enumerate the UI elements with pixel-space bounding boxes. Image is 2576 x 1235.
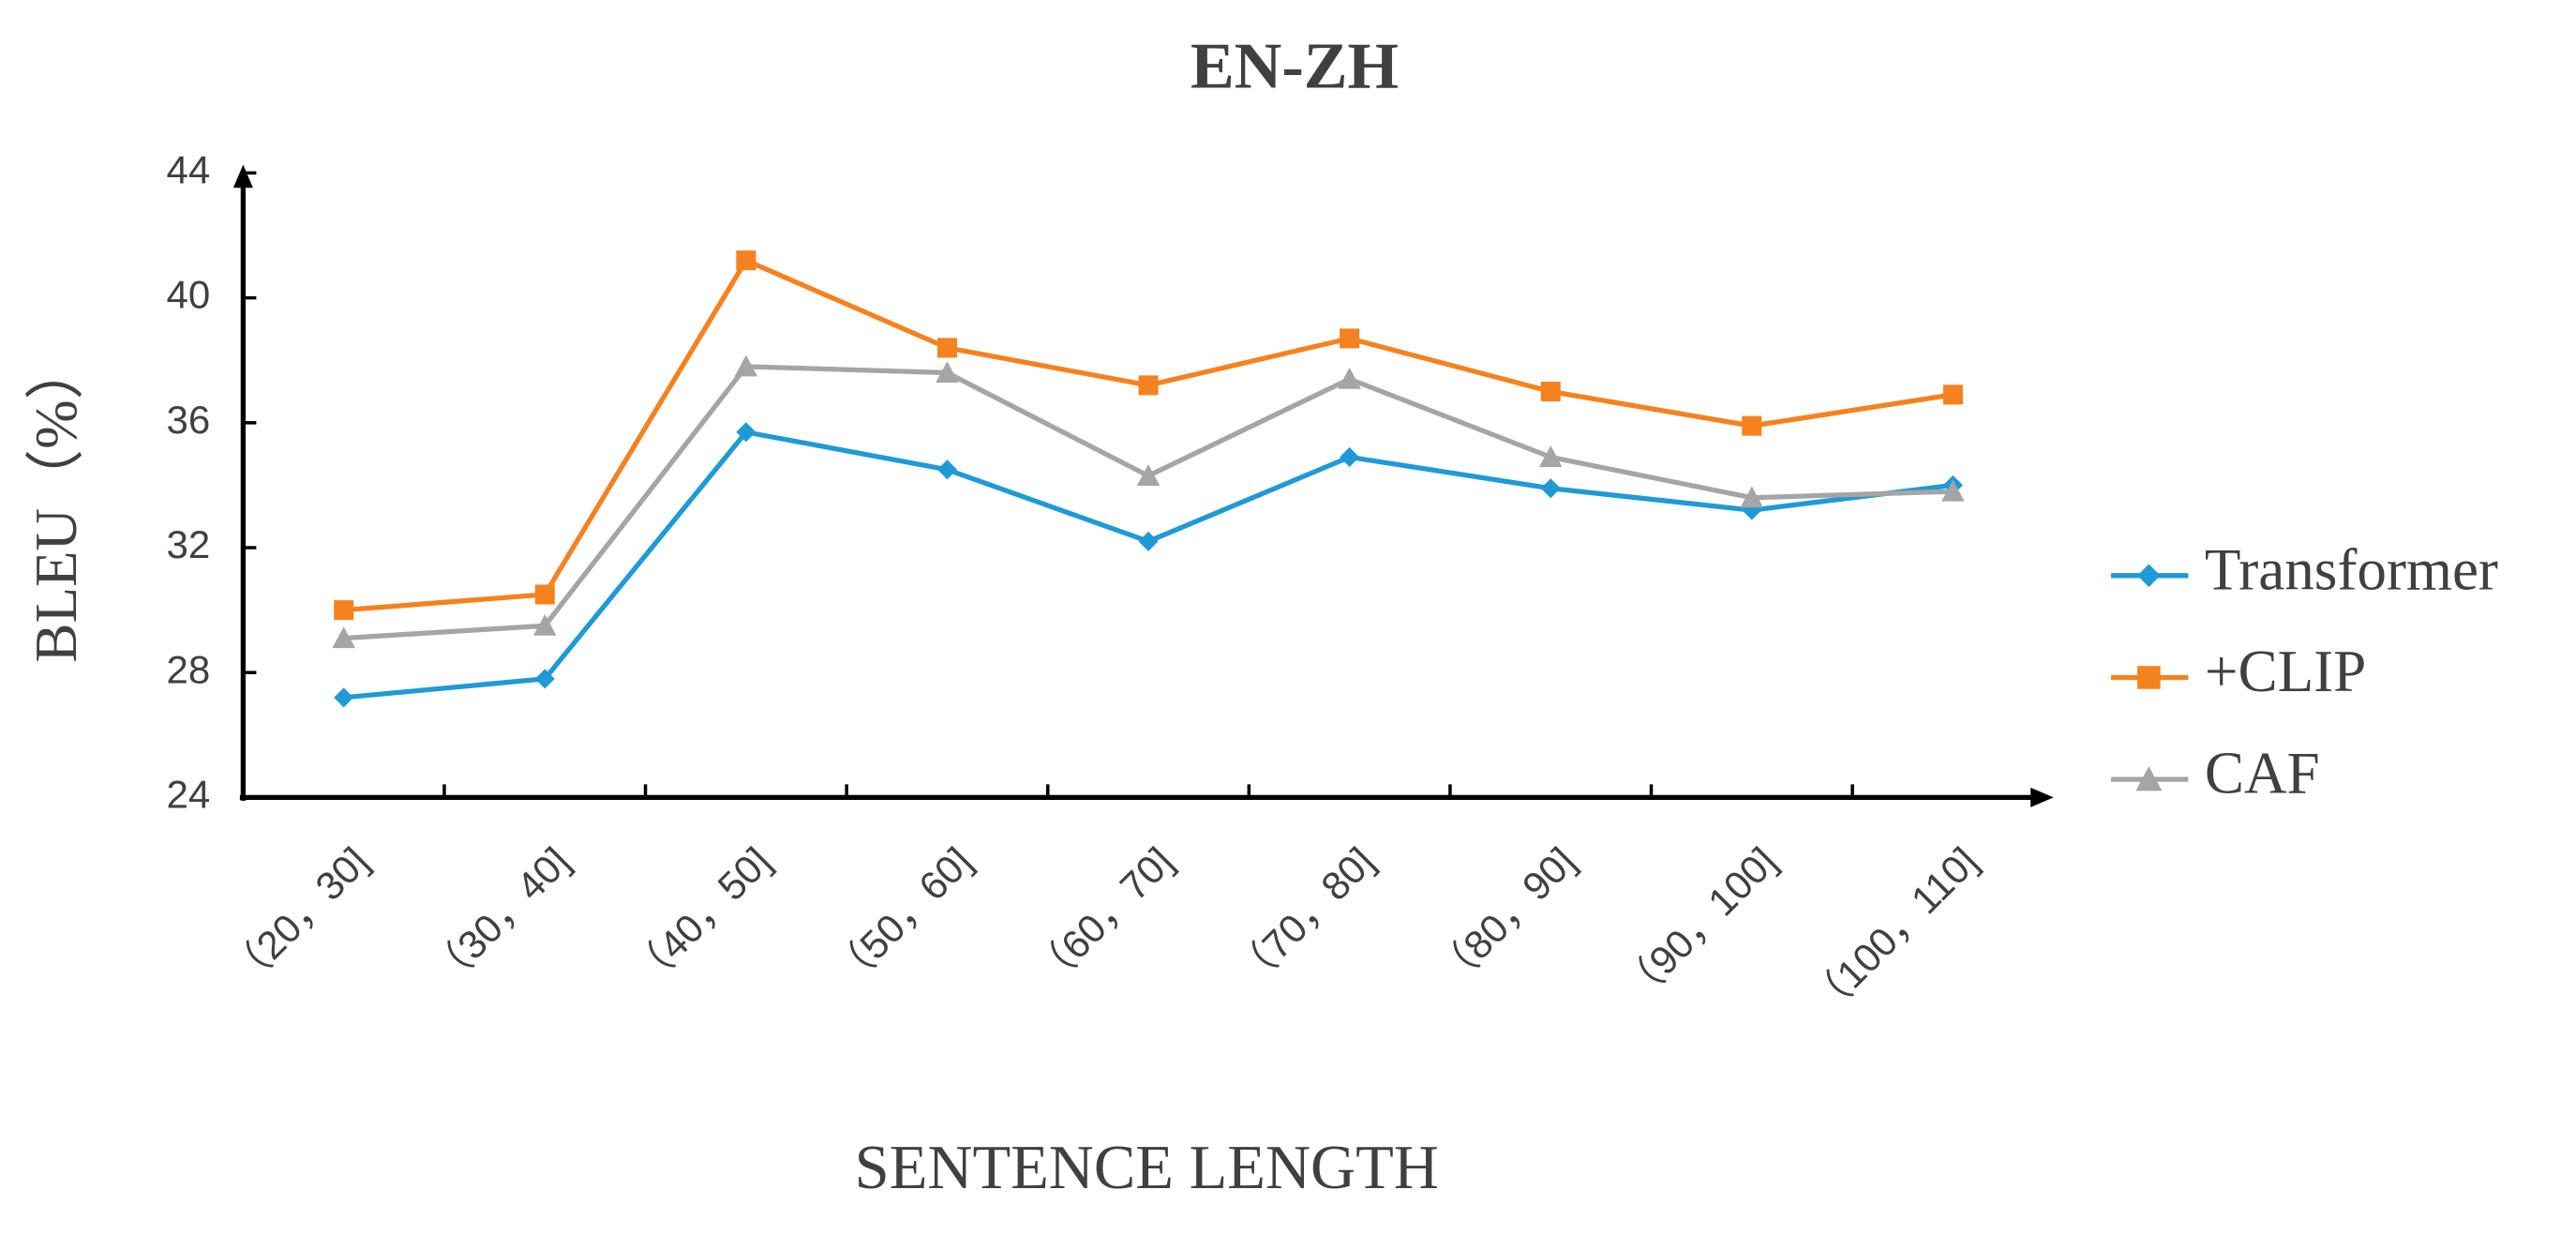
x-tick-label: （70，80] [1226, 838, 1383, 995]
data-point [1340, 446, 1360, 467]
chart-title: EN-ZH [1191, 31, 1399, 103]
data-point [1138, 375, 1159, 396]
series-line [343, 257, 1954, 613]
legend-marker [2137, 666, 2161, 689]
data-point [936, 338, 957, 358]
y-tick-label: 32 [167, 522, 211, 566]
data-point [534, 584, 555, 605]
data-point [1941, 479, 1965, 502]
data-point [1136, 464, 1161, 486]
y-axis-label: BLEU（%） [23, 340, 89, 662]
legend-label: +CLIP [2205, 639, 2366, 704]
x-tick-label: （20，30] [220, 838, 377, 995]
data-point [334, 687, 354, 708]
data-point [1942, 384, 1963, 405]
data-point [734, 354, 758, 377]
data-point [334, 600, 354, 621]
x-tick-label: （30，40] [421, 838, 577, 995]
y-tick-label: 36 [167, 398, 211, 442]
data-point [1540, 382, 1561, 402]
series-line [343, 364, 1954, 641]
data-point [1338, 367, 1361, 389]
legend-label: CAF [2205, 741, 2320, 806]
x-axis-arrow [2030, 787, 2054, 807]
data-point [1138, 531, 1159, 551]
data-point [936, 459, 957, 480]
data-point [1538, 445, 1563, 467]
x-tick-label: （60，70] [1025, 838, 1181, 995]
legend-marker [2137, 564, 2161, 588]
y-axis-arrow [232, 164, 253, 188]
x-axis-label: SENTENCE LENGTH [855, 1134, 1439, 1202]
y-tick-label: 40 [167, 273, 211, 317]
data-point [532, 613, 557, 636]
y-tick-label: 44 [167, 148, 211, 192]
x-tick-label: （100，110] [1801, 838, 1986, 1024]
data-point [1740, 486, 1764, 508]
data-point [736, 250, 756, 271]
data-point [936, 361, 959, 384]
y-tick-label: 28 [167, 647, 211, 691]
x-tick-label: （80，90] [1427, 838, 1583, 995]
x-tick-label: （90，100] [1612, 838, 1785, 1011]
y-tick-label: 24 [167, 773, 211, 817]
data-point [1540, 478, 1561, 499]
x-tick-label: （50，60] [824, 838, 981, 995]
data-point [332, 626, 355, 649]
data-point [1340, 328, 1360, 349]
x-tick-label: （40，50] [622, 838, 779, 995]
legend-marker [2135, 766, 2163, 791]
data-point [1742, 415, 1762, 436]
legend-label: Transformer [2205, 536, 2498, 602]
